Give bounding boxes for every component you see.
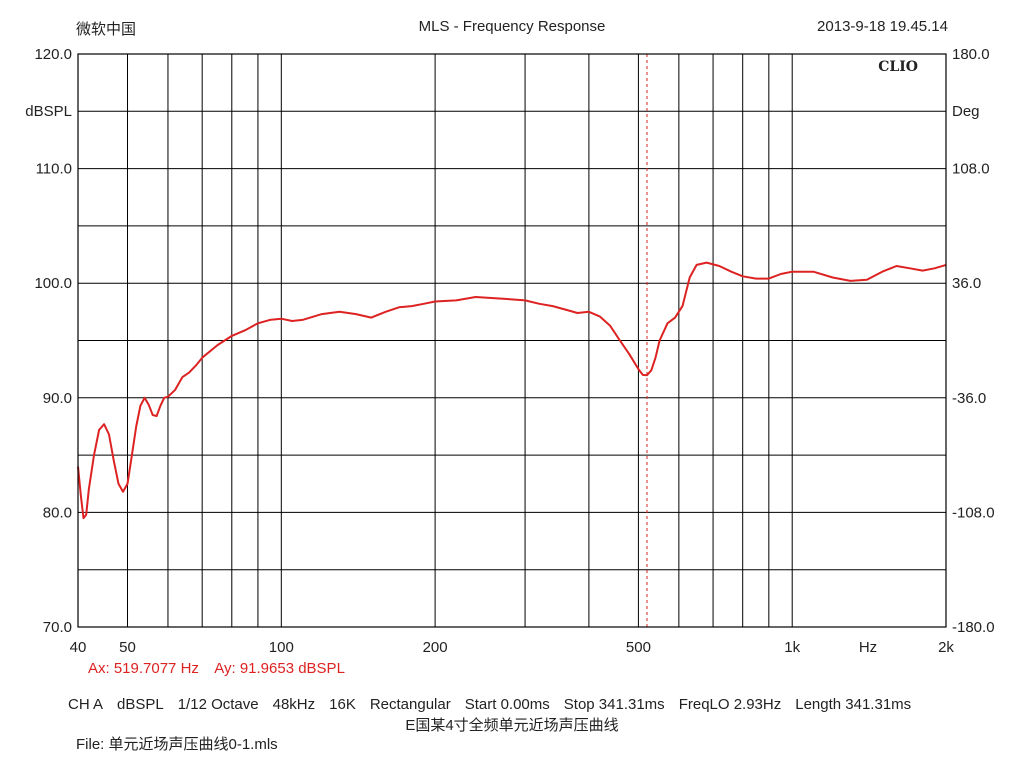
x-tick-label: 200 bbox=[423, 639, 448, 656]
unit-label: dBSPL bbox=[117, 696, 164, 713]
freqlo-label: FreqLO 2.93Hz bbox=[678, 696, 782, 713]
y2-tick-label: -108.0 bbox=[952, 504, 995, 521]
chart-title: MLS - Frequency Response bbox=[418, 18, 606, 35]
x-tick-label: 2k bbox=[938, 639, 954, 656]
stop-label: Stop 341.31ms bbox=[563, 696, 665, 713]
grid-layer bbox=[78, 53, 946, 628]
x-tick-label: 100 bbox=[269, 639, 294, 656]
y-tick-label: 120.0 bbox=[34, 46, 72, 63]
y-tick-label: 80.0 bbox=[43, 504, 72, 521]
y2-tick-label: -180.0 bbox=[952, 619, 995, 636]
cursor-x-readout: Ax: 519.7077 Hz bbox=[88, 660, 199, 677]
y-tick-label: 110.0 bbox=[36, 161, 72, 178]
y2-tick-label: 180.0 bbox=[952, 46, 990, 63]
measurement-settings: CH A dBSPL 1/12 Octave 48kHz 16K Rectangular S… bbox=[68, 696, 925, 713]
x-tick-label: 1k bbox=[784, 639, 800, 656]
y2-tick-label: 108.0 bbox=[952, 161, 990, 178]
channel-label: CH A bbox=[68, 696, 104, 713]
plot-frame bbox=[77, 53, 947, 628]
length-label: Length 341.31ms bbox=[795, 696, 912, 713]
x-tick-label: 500 bbox=[626, 639, 651, 656]
window-label: Rectangular bbox=[369, 696, 451, 713]
size-label: 16K bbox=[329, 696, 356, 713]
series-layer bbox=[77, 261, 947, 520]
x-tick-label: 50 bbox=[119, 639, 136, 656]
smoothing-label: 1/12 Octave bbox=[177, 696, 259, 713]
frequency-response-chart: 70.0 80.0 90.0 100.0 110.0 120.0 -180.0 -108.0 -… bbox=[25, 46, 994, 656]
y-tick-label: 90.0 bbox=[43, 390, 72, 407]
response-curve bbox=[77, 261, 947, 520]
y2-axis-label: Deg bbox=[952, 103, 980, 120]
cursor-y-readout: Ay: 91.9653 dBSPL bbox=[214, 660, 345, 677]
y-axis-label: dBSPL bbox=[25, 103, 72, 120]
file-name: File: 单元近场声压曲线0-1.mls bbox=[76, 736, 278, 753]
y-tick-label: 100.0 bbox=[34, 275, 72, 292]
clio-brand-label: CLIO bbox=[878, 59, 918, 75]
x-axis-unit-label: Hz bbox=[859, 639, 877, 656]
cursor-readout: Ax: 519.7077 Hz Ay: 91.9653 dBSPL bbox=[88, 660, 357, 677]
start-label: Start 0.00ms bbox=[464, 696, 550, 713]
sample-rate-label: 48kHz bbox=[272, 696, 316, 713]
y2-tick-label: -36.0 bbox=[952, 390, 986, 407]
axis-labels: 70.0 80.0 90.0 100.0 110.0 120.0 -180.0 -108.0 -… bbox=[25, 46, 994, 656]
chart-caption: E国某4寸全频单元近场声压曲线 bbox=[405, 717, 619, 734]
y-tick-label: 70.0 bbox=[43, 619, 72, 636]
header-left-label: 微软中国 bbox=[76, 21, 137, 38]
x-tick-label: 40 bbox=[70, 639, 87, 656]
y2-tick-label: 36.0 bbox=[952, 275, 981, 292]
measurement-datetime: 2013-9-18 19.45.14 bbox=[817, 18, 948, 35]
